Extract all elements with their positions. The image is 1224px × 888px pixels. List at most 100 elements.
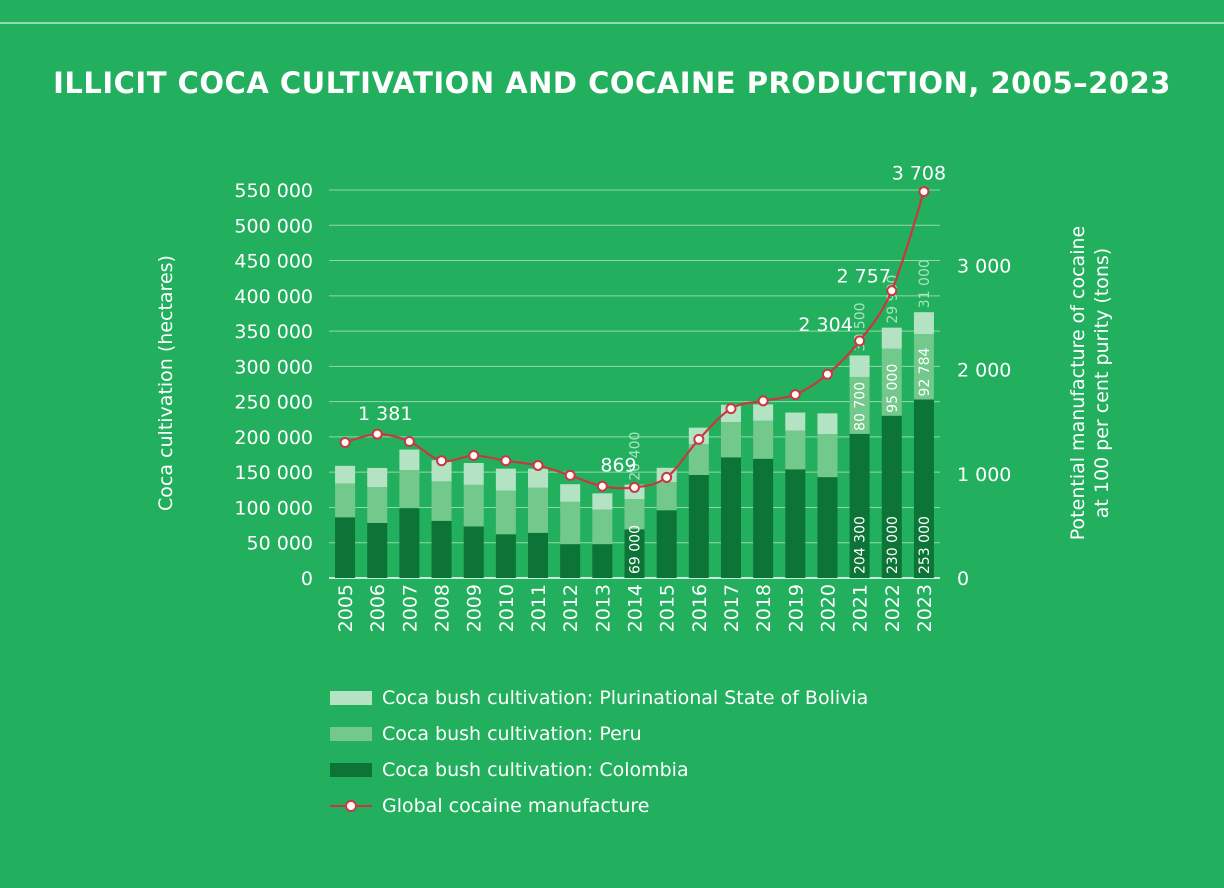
bar-colombia — [656, 510, 677, 578]
line-point — [918, 186, 930, 198]
legend-swatch-colombia — [330, 763, 372, 777]
bar-colombia — [624, 529, 645, 578]
line-value-label: 1 381 — [358, 403, 412, 425]
bar-peru — [720, 422, 741, 458]
line-value-label: 869 — [600, 454, 636, 476]
legend-label-colombia: Coca bush cultivation: Colombia — [382, 759, 689, 781]
bar-colombia — [753, 458, 774, 578]
x-tick-label: 2020 — [817, 584, 839, 632]
bar-colombia — [367, 522, 388, 578]
y2-tick-label: 1 000 — [957, 464, 1011, 486]
bar-colombia — [463, 526, 484, 578]
bar-colombia — [817, 477, 838, 578]
x-tick-label: 2005 — [335, 584, 357, 632]
y-tick-label: 150 000 — [234, 462, 313, 484]
line-point — [693, 433, 705, 445]
bar-value-label: 80 700 — [853, 382, 869, 431]
bar-bolivia — [399, 449, 420, 471]
x-tick-label: 2017 — [721, 584, 743, 632]
bar-colombia — [335, 517, 356, 578]
bar-bolivia — [335, 465, 356, 484]
bar-bolivia — [913, 312, 934, 335]
legend-label-peru: Coca bush cultivation: Peru — [382, 723, 642, 745]
bar-peru — [560, 501, 581, 545]
legend: Coca bush cultivation: Plurinational Sta… — [330, 680, 868, 824]
bar-peru — [592, 509, 613, 545]
bar-bolivia — [560, 484, 581, 502]
bar-value-label: 31 000 — [917, 259, 933, 308]
y-tick-label: 450 000 — [234, 251, 313, 273]
y-tick-label: 500 000 — [234, 215, 313, 237]
bar-bolivia — [817, 413, 838, 435]
bar-peru — [881, 348, 902, 416]
legend-swatch-bolivia — [330, 691, 372, 705]
bar-peru — [817, 434, 838, 478]
line-point — [596, 480, 608, 492]
y-tick-label: 400 000 — [234, 286, 313, 308]
bar-peru — [785, 430, 806, 470]
bar-bolivia — [592, 493, 613, 510]
legend-item-colombia: Coca bush cultivation: Colombia — [330, 752, 868, 788]
legend-swatch-manufacture — [330, 799, 372, 813]
x-tick-label: 2015 — [657, 584, 679, 632]
line-value-label: 3 708 — [892, 163, 946, 185]
bar-peru — [624, 498, 645, 530]
bar-peru — [528, 487, 549, 533]
x-tick-label: 2021 — [850, 584, 872, 632]
line-point — [886, 285, 898, 297]
x-tick-label: 2011 — [528, 584, 550, 632]
bar-value-label: 69 000 — [628, 525, 644, 574]
legend-item-manufacture: Global cocaine manufacture — [330, 788, 868, 824]
line-point — [564, 469, 576, 481]
bar-peru — [913, 334, 934, 400]
y2-tick-label: 3 000 — [957, 255, 1011, 277]
x-tick-label: 2010 — [496, 584, 518, 632]
bar-colombia — [913, 399, 934, 578]
bar-peru — [849, 376, 870, 434]
x-tick-label: 2022 — [882, 584, 904, 632]
bar-colombia — [528, 532, 549, 578]
bar-colombia — [560, 544, 581, 578]
x-tick-label: 2018 — [753, 584, 775, 632]
legend-item-bolivia: Coca bush cultivation: Plurinational Sta… — [330, 680, 868, 716]
y-tick-label: 250 000 — [234, 392, 313, 414]
bar-peru — [753, 420, 774, 459]
x-tick-label: 2008 — [432, 584, 454, 632]
bar-bolivia — [881, 327, 902, 349]
bar-bolivia — [367, 467, 388, 487]
line-point — [629, 481, 640, 493]
bar-peru — [431, 481, 452, 521]
bar-bolivia — [785, 412, 806, 431]
line-point — [821, 368, 833, 380]
bar-bolivia — [431, 460, 452, 482]
line-point — [436, 455, 448, 467]
bar-value-label: 253 000 — [917, 516, 933, 574]
bar-bolivia — [495, 468, 516, 491]
line-point — [532, 459, 544, 471]
x-tick-label: 2006 — [367, 584, 389, 632]
line-point — [661, 471, 673, 483]
line-point — [339, 437, 351, 449]
bar-peru — [335, 483, 356, 518]
bar-bolivia — [753, 404, 774, 421]
bar-colombia — [849, 433, 870, 578]
x-tick-label: 2023 — [914, 584, 936, 632]
bar-colombia — [688, 475, 709, 578]
legend-label-bolivia: Coca bush cultivation: Plurinational Sta… — [382, 687, 869, 709]
bar-bolivia — [849, 355, 870, 377]
bar-value-label: 204 300 — [853, 516, 869, 574]
bar-colombia — [592, 544, 613, 578]
line-point — [725, 403, 737, 415]
legend-item-peru: Coca bush cultivation: Peru — [330, 716, 868, 752]
bar-bolivia — [463, 463, 484, 485]
bar-colombia — [399, 508, 420, 578]
y-tick-label: 300 000 — [234, 356, 313, 378]
line-point — [757, 395, 769, 407]
bar-peru — [495, 490, 516, 535]
bar-value-label: 20 400 — [628, 432, 644, 481]
x-tick-label: 2007 — [399, 584, 421, 632]
legend-swatch-peru — [330, 727, 372, 741]
line-point — [403, 435, 415, 447]
bar-value-label: 95 000 — [885, 364, 901, 413]
